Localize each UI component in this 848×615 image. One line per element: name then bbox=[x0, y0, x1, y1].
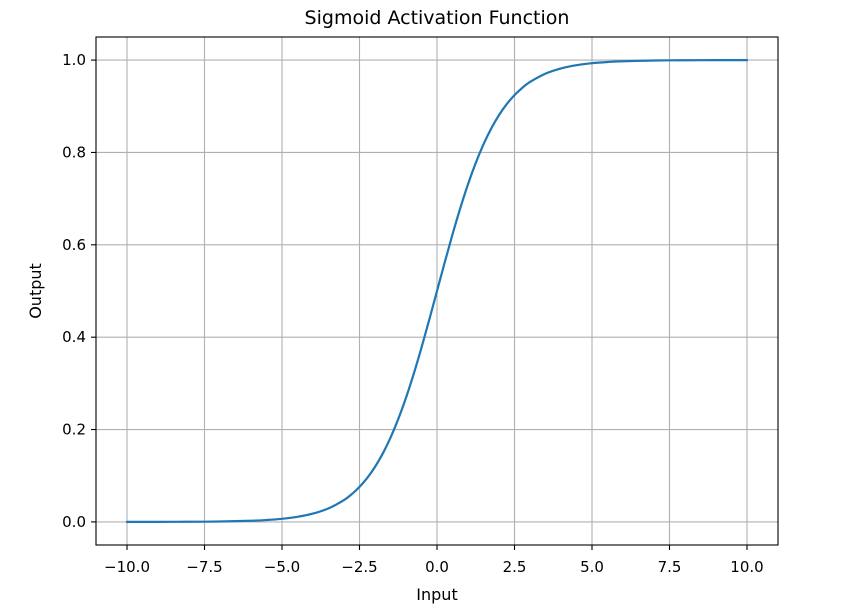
x-tick-label: −2.5 bbox=[341, 558, 377, 576]
y-axis: 0.0 0.2 0.4 0.6 0.8 1.0 bbox=[62, 51, 96, 531]
series-layer bbox=[125, 58, 749, 524]
x-tick-label: 5.0 bbox=[580, 558, 604, 576]
x-axis: −10.0 −7.5 −5.0 −2.5 0.0 2.5 5.0 7.5 10.0 bbox=[104, 545, 764, 576]
y-tick-label: 1.0 bbox=[62, 51, 86, 69]
x-tick-label: 10.0 bbox=[730, 558, 763, 576]
chart-title: Sigmoid Activation Function bbox=[305, 7, 570, 29]
y-tick-label: 0.0 bbox=[62, 513, 86, 531]
x-tick-label: −7.5 bbox=[186, 558, 222, 576]
x-tick-label: −5.0 bbox=[264, 558, 300, 576]
y-tick-label: 0.4 bbox=[62, 328, 86, 346]
y-tick-label: 0.2 bbox=[62, 421, 86, 439]
x-tick-label: −10.0 bbox=[104, 558, 150, 576]
x-axis-label: Input bbox=[416, 585, 457, 604]
sigmoid-line bbox=[125, 58, 749, 524]
y-tick-label: 0.6 bbox=[62, 236, 86, 254]
y-tick-label: 0.8 bbox=[62, 143, 86, 161]
y-axis-label: Output bbox=[26, 263, 45, 319]
x-tick-label: 7.5 bbox=[658, 558, 682, 576]
x-tick-label: 0.0 bbox=[425, 558, 449, 576]
x-tick-label: 2.5 bbox=[503, 558, 527, 576]
